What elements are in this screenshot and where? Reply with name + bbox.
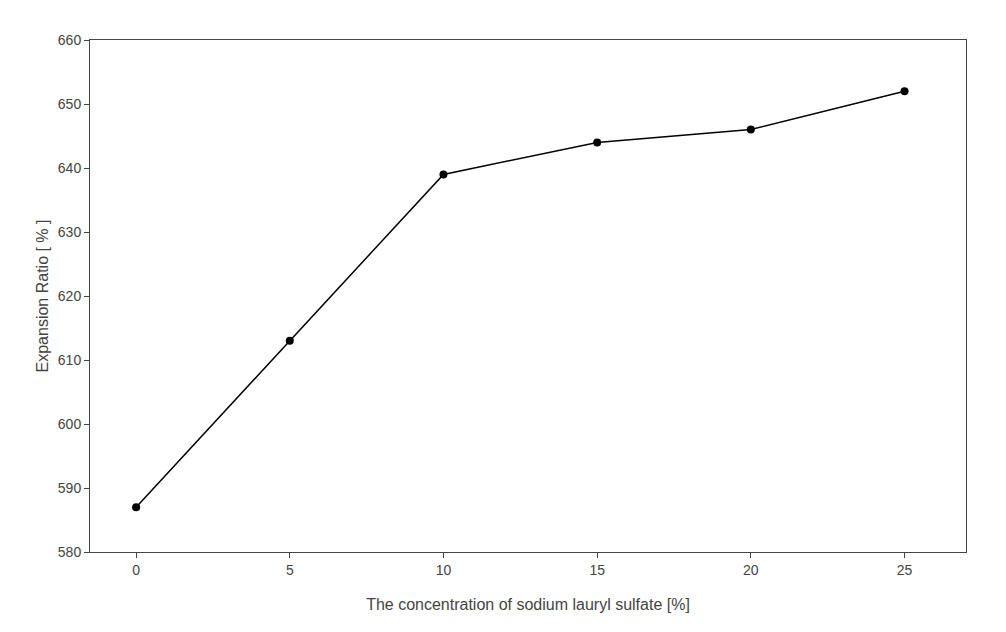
svg-text:5: 5 <box>286 562 294 578</box>
svg-text:Expansion Ratio [ % ]: Expansion Ratio [ % ] <box>34 220 51 373</box>
svg-text:25: 25 <box>897 562 913 578</box>
svg-text:590: 590 <box>58 480 82 496</box>
svg-text:580: 580 <box>58 544 82 560</box>
svg-text:600: 600 <box>58 416 82 432</box>
svg-text:The concentration of sodium la: The concentration of sodium lauryl sulfa… <box>366 596 690 613</box>
svg-text:610: 610 <box>58 352 82 368</box>
svg-text:0: 0 <box>132 562 140 578</box>
svg-text:630: 630 <box>58 224 82 240</box>
svg-text:620: 620 <box>58 288 82 304</box>
svg-text:20: 20 <box>743 562 759 578</box>
svg-text:650: 650 <box>58 96 82 112</box>
svg-text:660: 660 <box>58 32 82 48</box>
svg-text:10: 10 <box>436 562 452 578</box>
svg-text:15: 15 <box>589 562 605 578</box>
svg-text:640: 640 <box>58 160 82 176</box>
